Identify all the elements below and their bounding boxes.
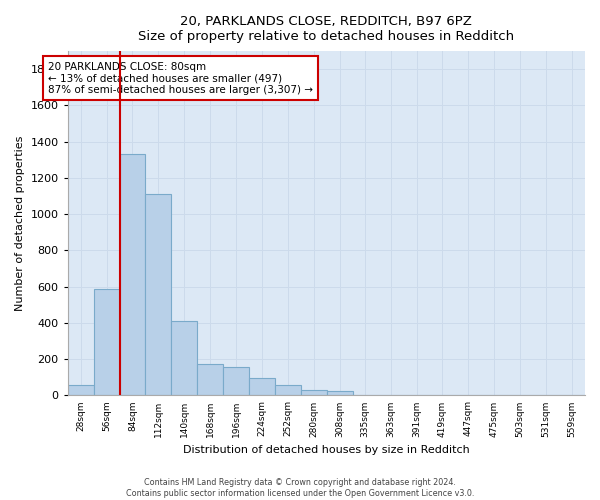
Bar bbox=[172, 321, 197, 396]
Title: 20, PARKLANDS CLOSE, REDDITCH, B97 6PZ
Size of property relative to detached hou: 20, PARKLANDS CLOSE, REDDITCH, B97 6PZ S… bbox=[138, 15, 514, 43]
Bar bbox=[119, 154, 145, 396]
Bar bbox=[197, 364, 223, 396]
Bar bbox=[327, 391, 353, 396]
Y-axis label: Number of detached properties: Number of detached properties bbox=[15, 136, 25, 311]
Text: Contains HM Land Registry data © Crown copyright and database right 2024.
Contai: Contains HM Land Registry data © Crown c… bbox=[126, 478, 474, 498]
Text: 20 PARKLANDS CLOSE: 80sqm
← 13% of detached houses are smaller (497)
87% of semi: 20 PARKLANDS CLOSE: 80sqm ← 13% of detac… bbox=[48, 62, 313, 95]
Bar bbox=[301, 390, 327, 396]
Bar bbox=[249, 378, 275, 396]
Bar bbox=[68, 384, 94, 396]
Bar bbox=[94, 288, 119, 396]
Bar bbox=[275, 386, 301, 396]
Bar bbox=[145, 194, 172, 396]
X-axis label: Distribution of detached houses by size in Redditch: Distribution of detached houses by size … bbox=[183, 445, 470, 455]
Bar bbox=[223, 368, 249, 396]
